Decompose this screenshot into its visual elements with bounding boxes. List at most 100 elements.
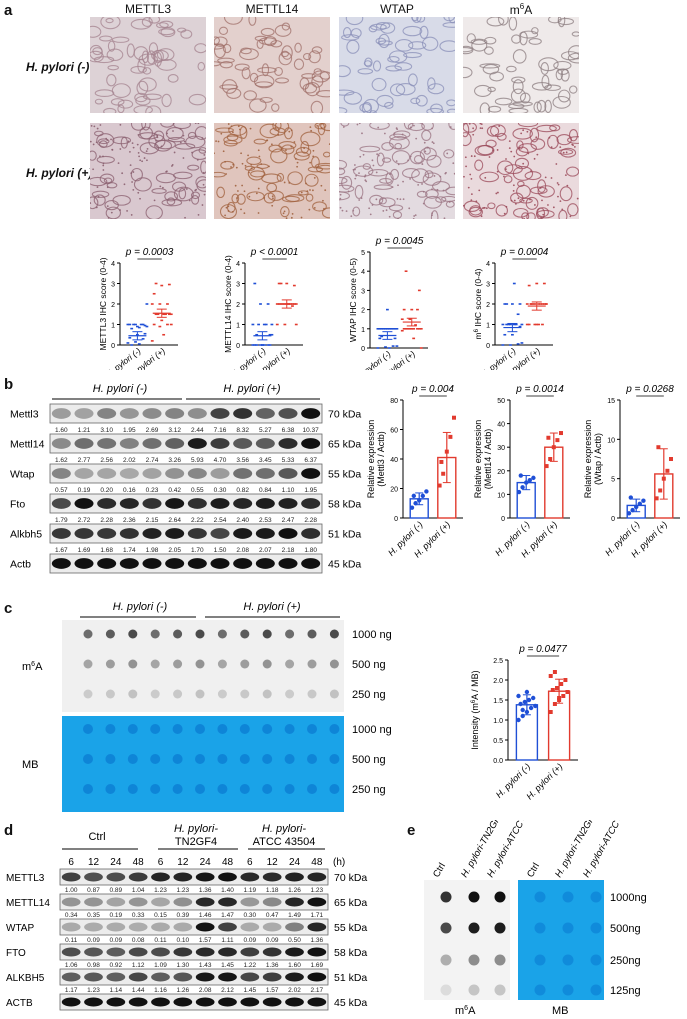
gland-outline [214, 171, 226, 178]
stain-dot [555, 163, 558, 165]
data-point [393, 328, 397, 330]
data-point [563, 678, 568, 682]
gland-outline [99, 35, 113, 42]
gland-outline [259, 96, 273, 103]
y-tick-label: 4 [236, 261, 240, 268]
dot-spot [262, 689, 272, 699]
stain-dot [433, 175, 436, 177]
data-point [531, 475, 536, 481]
gland-outline [394, 62, 413, 71]
dot-spot [494, 922, 506, 934]
stain-dot [202, 171, 205, 174]
data-point [294, 323, 298, 326]
gland-outline [359, 145, 381, 153]
dot-spot [217, 659, 227, 669]
band-density-value: 1.44 [132, 987, 145, 994]
timepoint-label: 48 [311, 857, 323, 868]
stain-dot [268, 165, 270, 168]
mb-spot [307, 784, 317, 794]
stain-dot [258, 155, 261, 158]
gland-outline [167, 136, 185, 143]
stain-dot [517, 197, 520, 200]
stain-dot [202, 183, 205, 186]
gland-outline [486, 17, 505, 27]
gland-outline [275, 77, 290, 84]
data-point [255, 333, 259, 336]
data-point [518, 325, 522, 328]
gland-outline [107, 40, 116, 52]
gland-outline [221, 79, 238, 94]
gland-outline [422, 172, 442, 186]
gland-outline [519, 31, 528, 46]
dot-spot [195, 659, 205, 669]
gland-outline [253, 138, 267, 145]
stain-dot [483, 206, 486, 209]
panel-e-letter: e [407, 822, 416, 839]
gland-outline [446, 99, 455, 107]
y-axis-label: METTL3 IHC score (0-4) [98, 257, 108, 350]
blot-band [165, 408, 185, 419]
amount-label: 500 ng [352, 754, 386, 766]
stain-dot [283, 210, 286, 213]
band-density-value: 1.57 [266, 987, 279, 994]
blot-band [165, 498, 185, 509]
band-density-value: 1.80 [304, 547, 317, 554]
mb-spot [105, 784, 116, 794]
column-header: METTL3 [124, 2, 171, 16]
gland-outline [166, 197, 176, 206]
gland-outline [295, 146, 312, 157]
stain-dot [159, 185, 162, 188]
gland-outline [164, 191, 179, 202]
band-density-value: 0.42 [168, 487, 181, 494]
gland-outline [567, 136, 579, 144]
label-part: A [468, 1005, 476, 1017]
blot-band [187, 438, 207, 449]
blot-strip [59, 943, 329, 961]
gland-outline [111, 83, 131, 98]
p-value: p = 0.0004 [500, 247, 549, 258]
gland-outline [191, 194, 200, 205]
data-point [380, 328, 384, 330]
data-point [391, 345, 395, 347]
stain-dot [95, 141, 98, 144]
data-point [376, 328, 380, 330]
data-point [134, 323, 137, 326]
stain-dot [402, 180, 404, 183]
data-point [162, 333, 166, 336]
data-point [130, 344, 134, 346]
gland-outline [136, 80, 149, 96]
band-density-value: 2.36 [123, 517, 136, 524]
gland-outline [314, 123, 327, 130]
data-point [516, 343, 520, 345]
stain-dot [249, 127, 252, 130]
gland-outline [187, 164, 200, 171]
blot-band [74, 558, 94, 569]
gland-outline [249, 72, 259, 83]
stain-dot [145, 150, 148, 153]
gland-outline [395, 83, 416, 96]
y-tick-label: 10 [607, 437, 615, 444]
gland-outline [300, 131, 321, 147]
stain-dot [227, 210, 230, 212]
gland-outline [142, 93, 162, 101]
band-density-value: 5.93 [191, 457, 204, 464]
blot-band [255, 558, 275, 569]
stain-dot [496, 170, 499, 173]
stain-dot [92, 168, 95, 171]
blot-strip [49, 433, 323, 454]
stain-dot [431, 127, 433, 130]
stain-dot [95, 206, 98, 209]
gland-outline [403, 123, 414, 130]
gland-outline [220, 160, 235, 170]
label-mb: MB [552, 1005, 569, 1017]
band-density-value: 2.77 [78, 457, 91, 464]
blot-band [51, 498, 71, 509]
stain-dot [290, 129, 293, 132]
stain-dot [376, 153, 379, 156]
label-line: Relative expression [366, 420, 376, 499]
stain-dot [96, 186, 99, 189]
dot-spot [468, 984, 480, 996]
gland-outline [188, 93, 206, 106]
gland-outline [401, 168, 420, 179]
stain-dot [231, 210, 234, 213]
